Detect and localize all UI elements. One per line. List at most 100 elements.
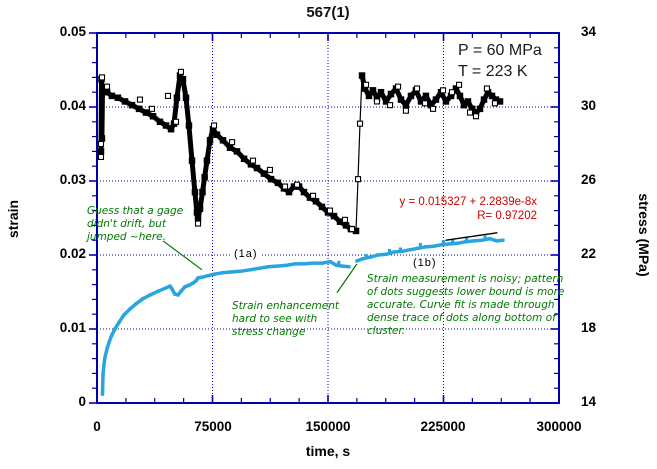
stress-outlier-squares-marker [348, 226, 356, 233]
strain-creep-segment-1-marker [220, 271, 224, 275]
stress-outlier-squares-marker [483, 85, 490, 92]
strain-creep-segment-1-marker [117, 320, 121, 324]
stress-plateau-marker [488, 92, 496, 100]
strain-creep-segment-2-marker [440, 243, 444, 247]
strain-creep-segment-1-marker [110, 333, 114, 337]
strain-creep-segment-1-marker [206, 274, 210, 278]
stress-plateau-marker [476, 105, 484, 113]
annotation-strain-enhancement: Strain enhancement hard to see with stre… [232, 300, 339, 338]
stress-loading-and-decline-marker [108, 92, 116, 100]
strain-creep-segment-2-marker [368, 255, 372, 259]
stress-outlier-squares-marker [373, 98, 381, 105]
stress-loading-and-decline-marker [162, 122, 170, 129]
strain-creep-segment-2-marker [456, 241, 460, 245]
strain-creep-segment-1-marker [100, 392, 105, 396]
stress-outlier-squares-marker [354, 176, 362, 183]
strain-creep-segment-2-marker [464, 240, 468, 244]
stress-loading-and-decline-marker [213, 131, 221, 138]
strain-creep-segment-2-marker [432, 244, 436, 248]
stress-loading-and-decline-marker [233, 148, 241, 155]
stress-loading-and-decline-marker [149, 113, 157, 120]
stress-loading-and-decline-marker [274, 179, 282, 187]
strain-creep-segment-1-marker [191, 281, 195, 285]
strain-creep-segment-1-marker [328, 260, 332, 264]
stress-plateau-marker [407, 92, 415, 100]
stress-loading-and-decline-marker [199, 188, 206, 196]
strain-creep-segment-2-marker [495, 239, 499, 243]
stress-outlier-squares-marker [194, 220, 202, 227]
stress-loading-and-decline-marker [201, 174, 208, 181]
fit-equation-label: y = 0.015327 + 2.2839e-8x R= 0.97202 [399, 196, 537, 222]
stress-outlier-squares-marker [229, 139, 236, 146]
stress-loading-and-decline-marker [179, 76, 187, 83]
stress-outlier-squares-marker [164, 92, 172, 99]
y-left-tick-label: 0.01 [59, 320, 86, 335]
y-axis-right-title: stress (MPa) [636, 193, 652, 277]
strain-scatter-dots-marker [337, 260, 341, 265]
stress-loading-and-decline-marker [135, 105, 143, 113]
strain-creep-segment-1-marker [179, 289, 183, 293]
strain-creep-segment-2-marker [361, 257, 365, 261]
fit-line [445, 232, 498, 241]
strain-creep-segment-2-marker [424, 245, 428, 249]
strain-creep-segment-2-marker [408, 248, 412, 252]
strain-creep-segment-1-marker [311, 261, 315, 265]
stress-plateau-marker [358, 72, 366, 79]
strain-creep-segment-1-marker [103, 355, 107, 359]
strain-creep-segment-1-marker [335, 263, 339, 267]
stress-outlier-squares-marker [97, 153, 105, 160]
strain-scatter-dots-marker [451, 239, 455, 243]
stress-loading-and-decline-marker [121, 98, 129, 105]
strain-creep-segment-1-marker [275, 264, 279, 268]
strain-creep-segment-2-marker [488, 237, 492, 241]
stress-step-jump [355, 75, 363, 232]
strain-scatter-dots-marker [441, 240, 446, 244]
strain-creep-segment-1-marker [187, 283, 191, 287]
strain-creep-segment-1-marker [194, 279, 198, 283]
y-left-tick-label: 0.05 [59, 24, 86, 39]
stress-outlier-squares-marker [395, 83, 402, 90]
strain-creep-segment-1-marker [168, 284, 172, 288]
strain-scatter-dots-marker [364, 254, 369, 258]
y-axis-left-title: strain [5, 199, 21, 239]
strain-creep-segment-1-marker [248, 268, 252, 272]
stress-outlier-squares-marker [136, 96, 144, 103]
annotation-noisy-measurement: Strain measurement is noisy; pattern of … [367, 273, 565, 337]
y-right-tick-label: 30 [581, 98, 597, 113]
stress-loading-and-decline-marker [253, 164, 261, 172]
chart-title: 567(1) [306, 4, 350, 21]
strain-creep-segment-1-marker [170, 287, 174, 291]
stress-outlier-squares-marker [103, 83, 111, 90]
stress-outlier-squares-marker [362, 81, 370, 88]
strain-creep-segment-1-marker [320, 261, 324, 265]
strain-scatter-dots-marker [483, 235, 487, 239]
strain-creep-segment-2-marker [384, 252, 388, 256]
strain-creep-segment-1-marker [212, 272, 216, 276]
stress-outlier-squares-marker [421, 100, 429, 107]
stress-outlier-squares-marker [97, 140, 105, 148]
stress-plateau-marker [377, 88, 385, 96]
strain-creep-segment-1-marker [229, 270, 233, 274]
stress-plateau-marker [365, 92, 373, 100]
stress-outlier-squares-marker [439, 87, 447, 94]
stress-loading-and-decline-marker [219, 137, 227, 144]
stress-loading-and-decline-marker [226, 144, 234, 151]
test-conditions-label: P = 60 MPa T = 223 K [458, 42, 542, 80]
strain-creep-segment-2-marker [376, 253, 380, 257]
strain-creep-segment-1-marker [238, 269, 242, 273]
strain-creep-segment-1-marker [196, 276, 200, 280]
strain-creep-segment-1-marker [122, 313, 126, 317]
stress-loading-and-decline-marker [203, 157, 211, 164]
stress-loading-and-decline-marker [182, 94, 190, 101]
stress-plateau-marker [432, 96, 440, 103]
strain-creep-segment-1-marker [134, 302, 138, 306]
stress-loading-and-decline-marker [267, 175, 275, 183]
strain-creep-segment-1-marker [101, 373, 105, 377]
stress-plateau-marker [496, 98, 504, 105]
stress-outlier-squares-marker [466, 109, 474, 116]
y-right-tick-label: 14 [581, 394, 597, 409]
x-axis-title: time, s [305, 443, 351, 459]
strain-creep-segment-1-marker [128, 307, 132, 311]
stress-outlier-squares-marker [281, 183, 289, 190]
